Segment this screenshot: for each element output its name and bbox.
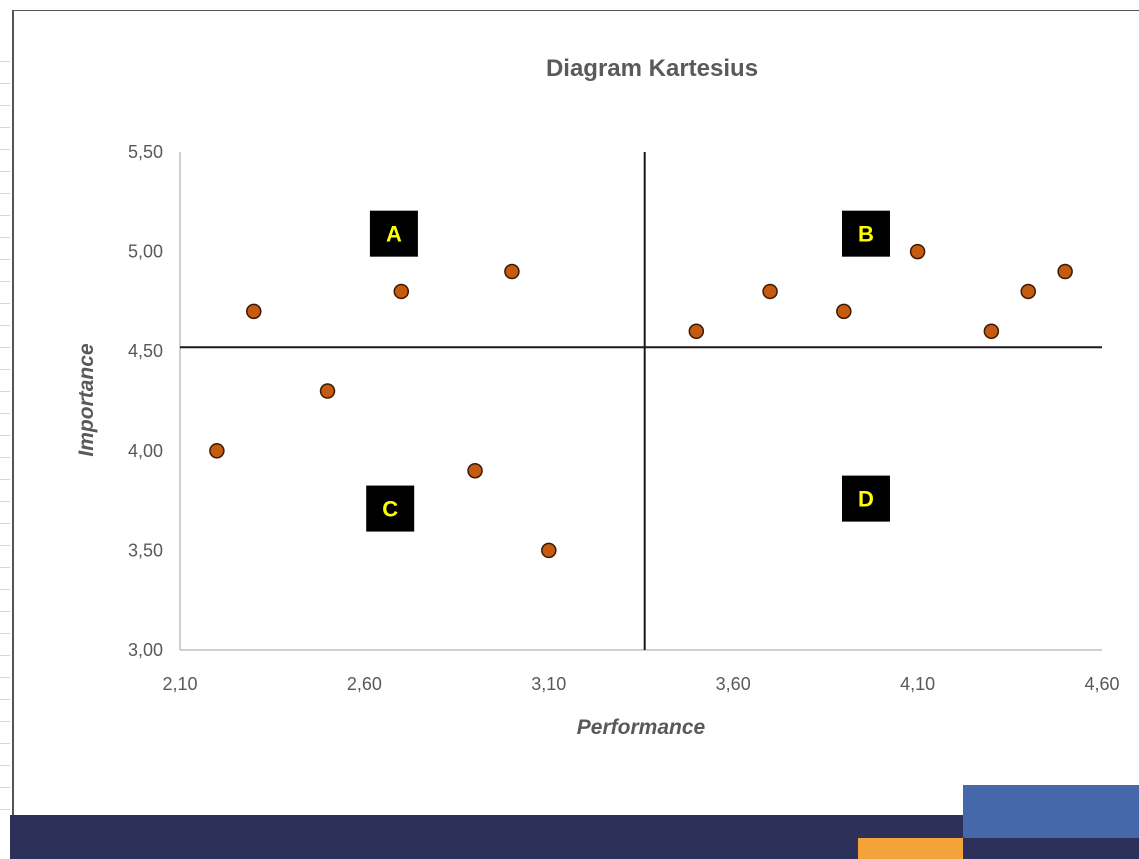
y-tick-label: 3,00 — [128, 640, 163, 660]
data-point — [467, 462, 483, 479]
data-point — [688, 323, 705, 340]
y-tick-label: 4,50 — [128, 341, 163, 361]
data-point — [1057, 263, 1073, 280]
quadrant-label-text: B — [858, 222, 874, 247]
quadrant-label-box — [369, 210, 418, 257]
data-point — [983, 323, 1000, 340]
data-point — [319, 383, 336, 399]
y-tick-label: 5,50 — [128, 142, 163, 162]
quadrant-label-text: A — [386, 222, 402, 247]
x-tick-label: 3,10 — [531, 674, 566, 694]
data-point — [836, 303, 852, 320]
data-point — [541, 542, 557, 559]
data-point — [1020, 283, 1036, 300]
x-tick-labels: 2,10 2,60 3,10 3,60 4,10 4,60 — [162, 674, 1119, 694]
quadrant-label-text: C — [382, 497, 398, 522]
data-point — [393, 283, 410, 300]
y-axis-title: Importance — [75, 343, 98, 457]
y-tick-label: 3,50 — [128, 540, 163, 560]
data-point — [246, 303, 262, 320]
row-marker-strip — [0, 40, 10, 810]
y-tick-labels: 3,00 3,50 4,00 4,50 5,00 5,50 — [128, 142, 163, 660]
quadrant-label-box — [366, 485, 415, 532]
quadrant-label-a: A — [369, 210, 418, 257]
y-tick-label: 5,00 — [128, 242, 163, 262]
x-tick-label: 2,60 — [347, 674, 382, 694]
x-axis-title: Performance — [577, 716, 706, 739]
chart-title: Diagram Kartesius — [546, 55, 758, 82]
footer-band-orange — [858, 838, 963, 859]
y-tick-label: 4,00 — [128, 441, 163, 461]
data-point — [909, 243, 926, 260]
window-top-border — [14, 0, 1139, 11]
quadrant-label-d: D — [841, 475, 890, 522]
footer-band-blue — [963, 785, 1139, 838]
quadrant-label-c: C — [366, 485, 415, 532]
data-point — [762, 283, 778, 300]
quadrant-labels: A B C D — [366, 210, 890, 532]
x-tick-label: 4,60 — [1084, 674, 1119, 694]
x-tick-label: 3,60 — [716, 674, 751, 694]
window-left-border — [12, 10, 14, 815]
quadrant-label-b: B — [841, 210, 890, 257]
data-point — [504, 263, 520, 280]
data-points — [209, 243, 1073, 559]
quadrant-label-box — [841, 210, 890, 257]
data-point — [209, 443, 225, 459]
quadrant-label-text: D — [858, 487, 874, 512]
x-tick-label: 4,10 — [900, 674, 935, 694]
x-tick-label: 2,10 — [162, 674, 197, 694]
quadrant-label-box — [841, 475, 890, 522]
